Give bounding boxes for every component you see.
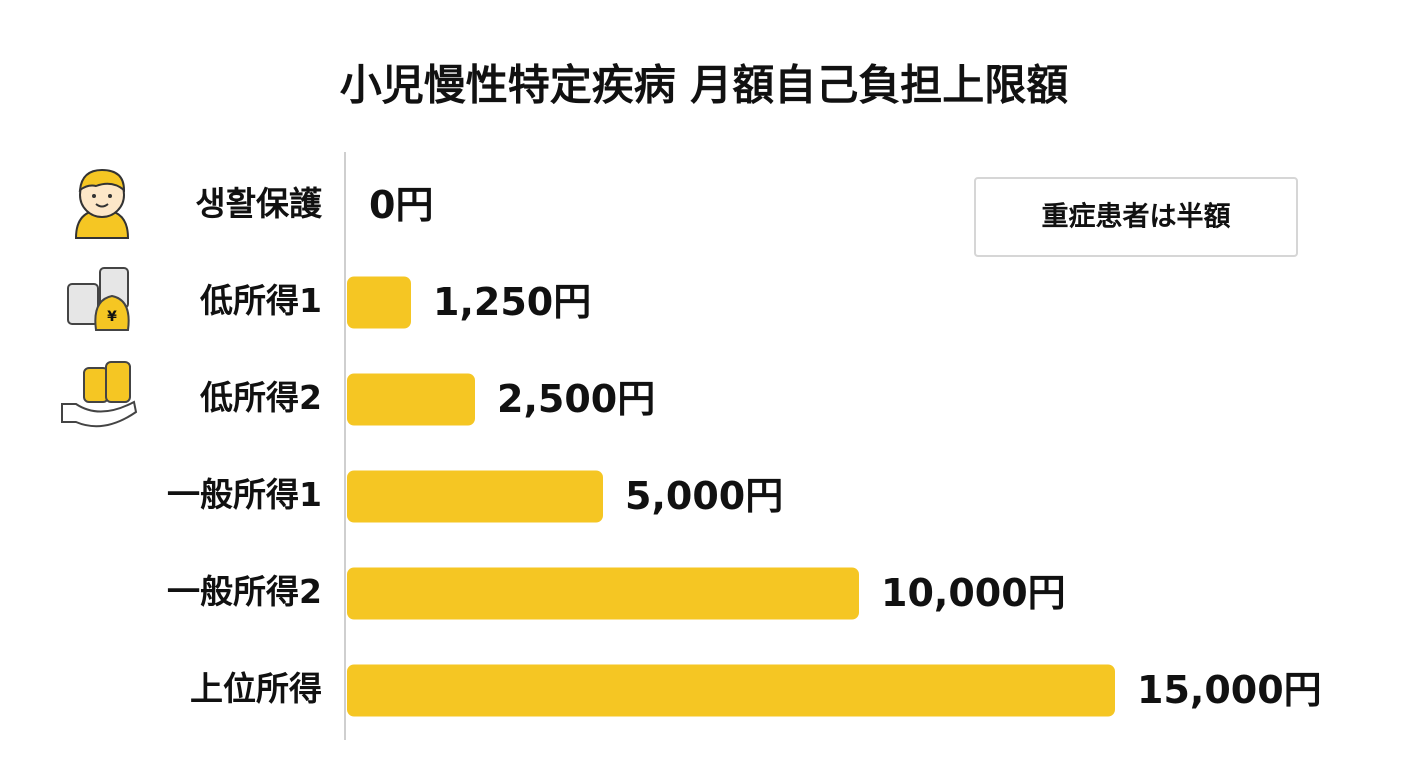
hand-coins-icon: [61, 361, 138, 428]
value-label: 15,000円: [1137, 668, 1322, 712]
bar: [347, 373, 475, 426]
bar: [347, 276, 411, 329]
value-label: 10,000円: [881, 571, 1066, 615]
bar: [347, 470, 603, 523]
annotation: 重症患者は半額: [1042, 202, 1231, 233]
value-label: 1,250円: [433, 280, 591, 324]
person-icon: [74, 168, 130, 239]
category-label: 一般所得2: [167, 572, 322, 611]
value-label: 2,500円: [497, 377, 655, 421]
category-label: 低所得1: [200, 281, 322, 320]
value-label: 5,000円: [625, 474, 783, 518]
category-label: 一般所得1: [167, 475, 322, 514]
chart-title: 小児慢性特定疾病 月額自己負担上限額: [340, 61, 1069, 110]
money-icon: ¥: [67, 267, 130, 331]
bar: [347, 664, 1115, 717]
category-label: 低所得2: [200, 378, 322, 417]
category-label: 생활保護: [195, 184, 323, 223]
value-label: 0円: [369, 183, 433, 227]
annotation-box: [974, 177, 1298, 257]
svg-text:¥: ¥: [107, 309, 117, 325]
category-label: 上位所得: [190, 669, 322, 708]
bar: [347, 567, 859, 620]
